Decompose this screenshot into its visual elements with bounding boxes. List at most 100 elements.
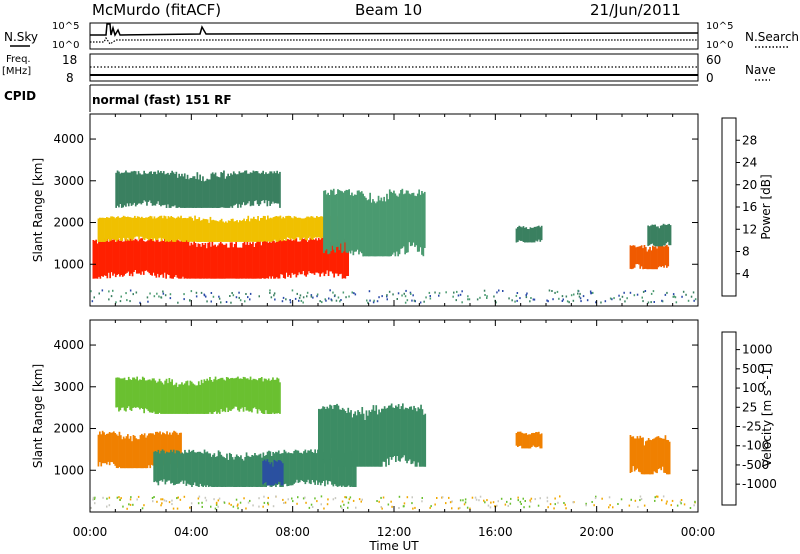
range-cell [260, 172, 263, 201]
range-cell [237, 222, 240, 242]
speckle [441, 496, 444, 499]
range-cell [220, 377, 222, 409]
range-cell [146, 435, 149, 469]
range-cell [245, 244, 247, 279]
speckle [489, 506, 492, 509]
speckle [156, 292, 158, 295]
range-cell [220, 218, 223, 242]
range-cell [421, 409, 424, 467]
range-cell [654, 246, 657, 270]
range-cell [126, 380, 129, 408]
speckle [189, 299, 191, 302]
range-cell [219, 451, 221, 487]
speckle [347, 506, 349, 509]
range-cell [114, 433, 117, 466]
range-cell [533, 226, 536, 243]
range-cell [663, 246, 665, 268]
range-cell [356, 190, 359, 250]
range-cell [213, 453, 216, 487]
range-cell [207, 179, 210, 208]
speckle [273, 292, 276, 295]
range-cell [642, 437, 644, 475]
range-cell [368, 410, 371, 467]
range-cell [347, 241, 349, 276]
range-cell [656, 248, 658, 270]
range-cell [526, 434, 529, 449]
range-cell [149, 433, 152, 469]
range-cell [166, 431, 168, 467]
range-cell [172, 172, 175, 207]
range-cell [165, 173, 168, 208]
range-cell [315, 453, 318, 481]
speckle [692, 291, 695, 294]
speckle [387, 503, 390, 506]
range-cell [646, 440, 649, 475]
speckle [414, 506, 416, 509]
range-cell [515, 228, 518, 243]
range-cell [157, 432, 160, 465]
speckle [369, 299, 371, 302]
range-cell [238, 247, 240, 279]
range-cell [202, 383, 204, 414]
range-cell [208, 242, 211, 279]
range-cell [164, 216, 167, 242]
speckle [298, 296, 301, 299]
range-cell [187, 240, 190, 279]
speckle [579, 297, 582, 300]
range-cell [167, 434, 170, 465]
speckle [647, 301, 650, 304]
colorbar-frame [721, 331, 737, 506]
range-cell [180, 240, 183, 279]
speckle [378, 500, 380, 503]
range-cell [163, 238, 166, 273]
range-cell [267, 242, 270, 279]
range-cell [657, 436, 660, 470]
range-cell [221, 243, 223, 279]
speckle [320, 503, 322, 506]
range-cell [170, 216, 173, 240]
range-cell [330, 405, 333, 458]
range-cell [362, 413, 365, 467]
speckle [137, 495, 140, 498]
range-cell [110, 432, 112, 462]
range-cell [190, 242, 193, 279]
data-region [323, 188, 426, 257]
speckle [641, 296, 643, 299]
range-cell [328, 450, 330, 481]
speckle [680, 499, 683, 501]
range-cell [211, 381, 214, 414]
range-cell [109, 239, 111, 279]
speckle [347, 501, 350, 504]
range-cell [245, 170, 248, 205]
speckle [300, 299, 303, 302]
range-cell [231, 242, 233, 279]
speckle [693, 299, 695, 302]
range-cell [168, 241, 170, 275]
speckle [595, 301, 597, 304]
range-cell [340, 240, 342, 274]
range-cell [99, 217, 101, 242]
range-cell [399, 409, 401, 462]
range-cell [320, 216, 322, 239]
range-cell [275, 241, 278, 278]
speckle [349, 496, 352, 499]
range-cell [283, 218, 286, 239]
range-cell [165, 238, 167, 279]
range-cell [667, 246, 670, 267]
speckle [500, 497, 503, 500]
range-cell [188, 385, 190, 414]
range-cell [305, 239, 307, 277]
colorbar-tick-label: 25 [742, 400, 757, 414]
range-cell [418, 408, 421, 467]
range-cell [186, 380, 189, 414]
range-cell [246, 173, 249, 204]
speckle [274, 298, 276, 301]
speckle [108, 496, 111, 499]
range-cell [103, 217, 105, 242]
range-cell [151, 239, 153, 276]
range-cell [269, 217, 272, 242]
speckle [483, 289, 486, 292]
range-cell [119, 240, 121, 277]
speckle [445, 291, 447, 294]
range-cell [157, 170, 159, 202]
